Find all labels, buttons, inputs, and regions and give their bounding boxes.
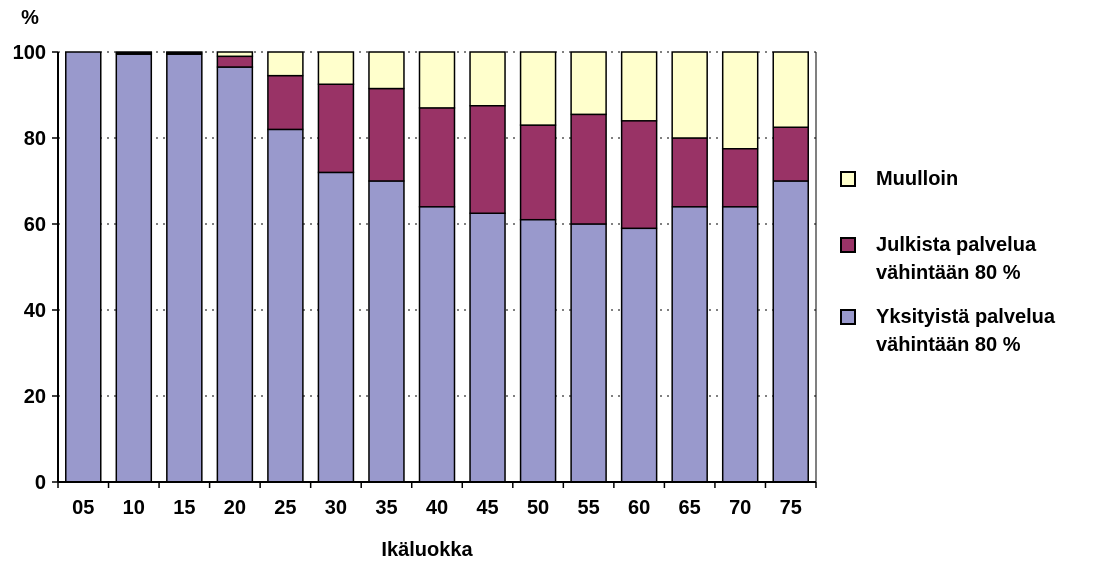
x-tick-label: 35 <box>375 497 397 519</box>
bar-segment-55-1 <box>570 113 607 225</box>
bar-segment-20-1 <box>216 55 254 68</box>
bar-segment-75-2 <box>772 51 809 128</box>
bar-segment-75-0 <box>772 180 809 483</box>
bar-segment-55-0 <box>570 223 607 483</box>
bar-segment-25-2 <box>267 51 304 77</box>
bar-segment-15-0 <box>166 53 203 483</box>
x-tick-label: 75 <box>780 497 802 519</box>
x-tick-label: 10 <box>123 497 145 519</box>
bar-segment-65-2 <box>671 51 708 139</box>
x-tick-label: 50 <box>527 497 549 519</box>
bar-segment-60-2 <box>620 51 658 122</box>
legend-swatch-yksityista <box>840 309 856 325</box>
bar-segment-10-0 <box>115 53 153 483</box>
bar-segment-45-1 <box>469 105 506 214</box>
legend-item-yksityista: Yksityistä palvelua vähintään 80 % <box>840 303 1090 359</box>
bar-segment-75-1 <box>772 126 809 182</box>
bar-segment-05-0 <box>65 51 102 483</box>
bar-segment-30-2 <box>317 51 355 85</box>
bar-segment-20-2 <box>216 51 254 58</box>
bar-segment-70-1 <box>721 148 759 208</box>
bar-segment-70-0 <box>721 206 759 483</box>
legend-label-julkista: Julkista palvelua vähintään 80 % <box>876 234 1037 284</box>
x-tick-label: 65 <box>679 497 701 519</box>
bar-segment-50-2 <box>519 51 557 126</box>
y-tick-label: 40 <box>24 300 46 322</box>
bar-segment-50-1 <box>519 124 557 221</box>
bar-segment-45-0 <box>469 212 506 483</box>
bar-segment-60-1 <box>620 120 658 230</box>
bar-segment-25-0 <box>267 128 304 483</box>
x-tick-label: 15 <box>173 497 195 519</box>
y-tick-label: 100 <box>13 42 46 64</box>
bar-segment-65-0 <box>671 206 708 483</box>
bar-segment-45-2 <box>469 51 506 107</box>
bar-segment-10-2 <box>115 51 153 54</box>
bar-segment-35-1 <box>368 87 405 182</box>
axes <box>52 51 817 488</box>
x-tick-labels: 05 10 15 20 25 30 35 40 45 50 55 60 65 70 75 <box>72 497 802 519</box>
x-tick-label: 20 <box>224 497 246 519</box>
x-tick-label: 25 <box>274 497 296 519</box>
legend-swatch-julkista <box>840 237 856 253</box>
legend-label-muulloin: Muulloin <box>876 168 959 190</box>
legend-item-muulloin: Muulloin <box>840 165 1090 193</box>
y-tick-label: 80 <box>24 128 46 150</box>
x-tick-label: 05 <box>72 497 94 519</box>
x-tick-label: 40 <box>426 497 448 519</box>
legend-label-yksityista: Yksityistä palvelua vähintään 80 % <box>876 306 1055 356</box>
legend: Muulloin Julkista palvelua vähintään 80 … <box>840 165 1090 356</box>
y-tick-label: 60 <box>24 214 46 236</box>
bar-segment-40-0 <box>418 206 456 483</box>
bar-segment-70-2 <box>721 51 759 150</box>
x-tick-label: 55 <box>577 497 599 519</box>
x-tick-label: 60 <box>628 497 650 519</box>
bar-segment-65-1 <box>671 137 708 208</box>
y-tick-labels: 0 20 40 60 80 100 <box>13 42 46 494</box>
bar-segment-40-2 <box>418 51 456 109</box>
bar-segment-20-0 <box>216 66 254 483</box>
x-tick-label: 45 <box>476 497 498 519</box>
bar-segment-30-1 <box>317 83 355 174</box>
legend-swatch-muulloin <box>840 171 856 187</box>
legend-item-julkista: Julkista palvelua vähintään 80 % <box>840 231 1090 287</box>
bar-segment-55-2 <box>570 51 607 116</box>
bar-segment-60-0 <box>620 227 658 483</box>
bar-segment-15-2 <box>166 51 203 54</box>
bar-segment-50-0 <box>519 218 557 483</box>
bars <box>65 51 809 483</box>
x-axis-label: Ikäluokka <box>381 539 473 561</box>
y-axis-label: % <box>21 7 39 29</box>
bar-segment-30-0 <box>317 171 355 483</box>
y-tick-label: 0 <box>35 472 46 494</box>
x-tick-label: 70 <box>729 497 751 519</box>
bar-segment-25-1 <box>267 74 304 131</box>
x-tick-label: 30 <box>325 497 347 519</box>
bar-segment-35-0 <box>368 180 405 483</box>
bar-segment-40-1 <box>418 107 456 208</box>
y-tick-label: 20 <box>24 386 46 408</box>
bar-segment-35-2 <box>368 51 405 90</box>
